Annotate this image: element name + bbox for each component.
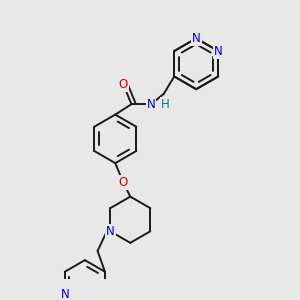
Text: O: O bbox=[119, 176, 128, 189]
Text: O: O bbox=[119, 78, 128, 91]
Text: N: N bbox=[214, 45, 223, 58]
Text: N: N bbox=[106, 225, 115, 238]
Text: N: N bbox=[61, 288, 69, 300]
Text: H: H bbox=[160, 98, 169, 111]
Text: N: N bbox=[192, 32, 201, 45]
Text: N: N bbox=[147, 98, 155, 111]
